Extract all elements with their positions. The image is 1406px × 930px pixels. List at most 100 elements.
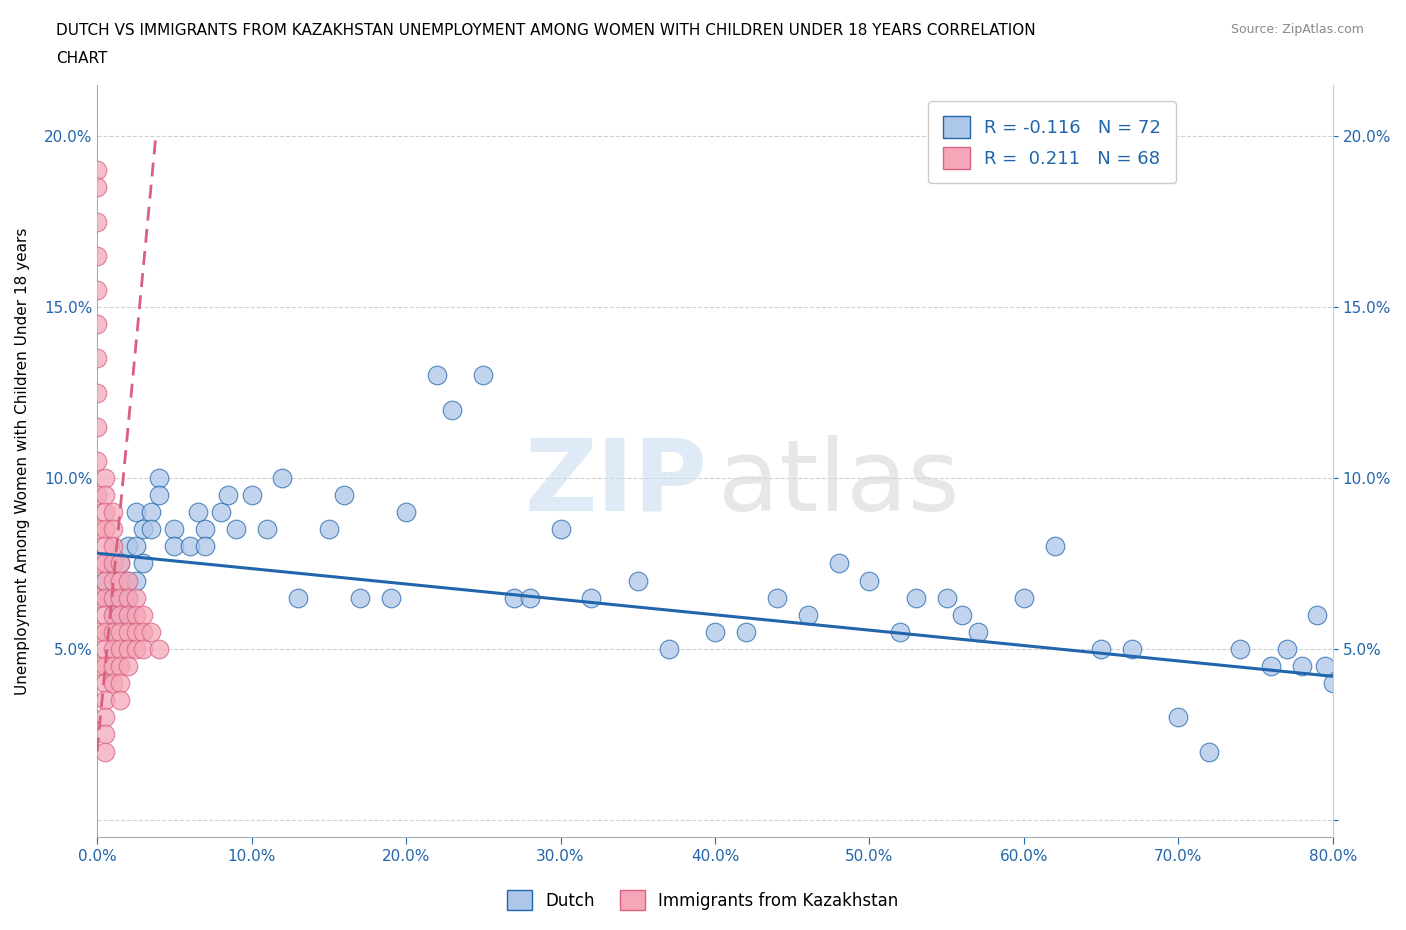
Point (1090, 642, 1112, 657)
Point (1291, 658, 1313, 673)
Point (101, 522, 124, 537)
Point (950, 607, 973, 622)
Point (94, 642, 117, 657)
Point (110, 676, 132, 691)
Point (117, 573, 139, 588)
Point (796, 607, 818, 622)
Point (94, 487, 117, 502)
Point (101, 539, 124, 554)
Point (132, 607, 155, 622)
Point (110, 624, 132, 639)
Point (658, 642, 681, 657)
Text: CHART: CHART (56, 51, 108, 66)
Point (101, 607, 124, 622)
Point (148, 471, 170, 485)
Point (132, 642, 155, 657)
Point (86, 487, 108, 502)
Point (110, 556, 132, 571)
Point (1198, 744, 1220, 759)
Point (503, 591, 526, 605)
Point (94, 744, 117, 759)
Point (1229, 642, 1251, 657)
Point (125, 624, 148, 639)
Point (271, 471, 294, 485)
Legend: Dutch, Immigrants from Kazakhstan: Dutch, Immigrants from Kazakhstan (501, 884, 905, 917)
Point (86, 658, 108, 673)
Point (101, 658, 124, 673)
Point (101, 676, 124, 691)
Point (318, 522, 340, 537)
Point (117, 607, 139, 622)
Point (349, 591, 371, 605)
Point (101, 556, 124, 571)
Legend: R = -0.116   N = 72, R =  0.211   N = 68: R = -0.116 N = 72, R = 0.211 N = 68 (928, 101, 1175, 183)
Point (110, 573, 132, 588)
Point (86, 591, 108, 605)
Point (1275, 642, 1298, 657)
Point (935, 591, 957, 605)
Point (125, 505, 148, 520)
Point (1322, 676, 1344, 691)
Point (194, 539, 217, 554)
Point (179, 539, 201, 554)
Text: ZIP: ZIP (524, 435, 707, 532)
Point (1306, 607, 1329, 622)
Point (110, 556, 132, 571)
Point (101, 624, 124, 639)
Point (519, 591, 541, 605)
Point (117, 539, 139, 554)
Point (581, 591, 603, 605)
Point (889, 624, 911, 639)
Point (125, 539, 148, 554)
Point (426, 368, 449, 383)
Point (86, 283, 108, 298)
Point (209, 505, 232, 520)
Point (86, 214, 108, 229)
Point (94, 591, 117, 605)
Point (110, 607, 132, 622)
Point (627, 573, 650, 588)
Point (141, 624, 163, 639)
Point (94, 693, 117, 708)
Point (94, 607, 117, 622)
Y-axis label: Unemployment Among Women with Children Under 18 years: Unemployment Among Women with Children U… (15, 227, 30, 695)
Point (117, 607, 139, 622)
Point (86, 454, 108, 469)
Point (904, 591, 927, 605)
Point (94, 676, 117, 691)
Point (94, 556, 117, 571)
Point (86, 522, 108, 537)
Point (163, 539, 186, 554)
Point (1315, 658, 1337, 673)
Point (240, 487, 263, 502)
Point (94, 591, 117, 605)
Point (110, 658, 132, 673)
Point (117, 658, 139, 673)
Point (125, 607, 148, 622)
Point (1043, 539, 1066, 554)
Point (94, 522, 117, 537)
Point (287, 591, 309, 605)
Point (101, 642, 124, 657)
Point (94, 710, 117, 724)
Point (94, 727, 117, 742)
Point (101, 573, 124, 588)
Point (225, 522, 247, 537)
Point (101, 591, 124, 605)
Point (966, 624, 988, 639)
Point (827, 556, 849, 571)
Point (125, 573, 148, 588)
Point (333, 487, 356, 502)
Point (148, 487, 170, 502)
Point (1167, 710, 1189, 724)
Point (117, 591, 139, 605)
Point (704, 624, 727, 639)
Point (194, 522, 217, 537)
Point (94, 658, 117, 673)
Point (94, 573, 117, 588)
Point (141, 522, 163, 537)
Point (101, 591, 124, 605)
Point (110, 693, 132, 708)
Point (86, 385, 108, 400)
Point (125, 591, 148, 605)
